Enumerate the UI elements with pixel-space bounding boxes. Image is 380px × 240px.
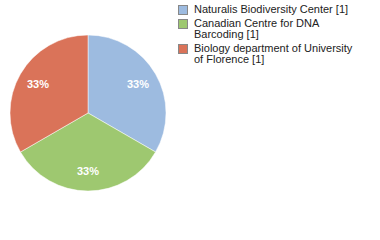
svg-text:33%: 33% — [77, 165, 99, 177]
svg-text:33%: 33% — [27, 78, 49, 90]
html-text:Biology department of Universi: Biology department of University of Flor… — [194, 42, 353, 65]
svg-text:33%: 33% — [127, 78, 149, 90]
html-text:Naturalis Biodiversity Center: Naturalis Biodiversity Center [1] — [194, 3, 349, 15]
html-text:Canadian Centre for DNA Barcod: Canadian Centre for DNA Barcoding [1] — [194, 17, 319, 40]
